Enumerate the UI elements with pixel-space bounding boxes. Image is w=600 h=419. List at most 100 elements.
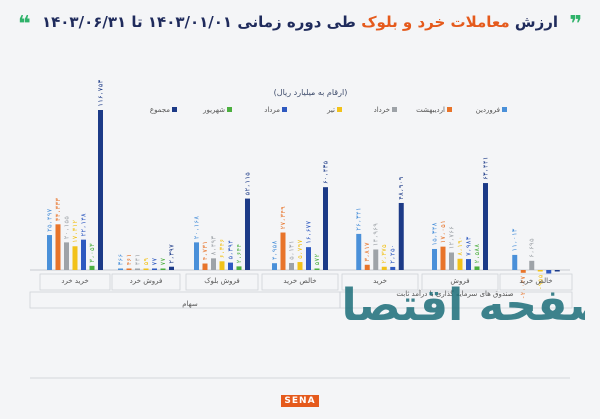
logo-subtitle bbox=[277, 408, 323, 413]
bar bbox=[194, 242, 199, 270]
legend-swatch bbox=[227, 107, 232, 112]
bar-value-label: ۱۷،۳۱۲ bbox=[71, 220, 79, 244]
bar-value-label: ۲۲،۱۴۸ bbox=[80, 213, 88, 237]
bar-value-label: ۴۴۱ bbox=[134, 254, 142, 266]
bar bbox=[364, 264, 370, 270]
bar-value-label: ۴،۷۳۱ bbox=[201, 241, 209, 261]
bar bbox=[219, 261, 225, 270]
bar-value-label: ۲۶،۳۴۱ bbox=[355, 207, 363, 230]
bar bbox=[202, 263, 208, 270]
bar-value-label: ۱۷،۰۵۱ bbox=[439, 220, 447, 243]
title-part-3: طی دوره زمانی ۱۴۰۳/۰۱/۰۱ تا ۱۴۰۳/۰۶/۳۱ bbox=[41, 13, 356, 31]
bar bbox=[126, 268, 132, 270]
bar-value-label: ۲۵،۴۹۷ bbox=[46, 208, 54, 232]
bar-value-label: ۵،۷۹۷ bbox=[296, 239, 304, 259]
legend-label: خرداد bbox=[374, 106, 390, 114]
bar bbox=[449, 252, 454, 270]
bar bbox=[554, 270, 560, 272]
bar bbox=[81, 239, 86, 270]
chart-title: ❞ ارزش معاملات خرد و بلوک طی دوره زمانی … bbox=[0, 12, 600, 40]
bar bbox=[169, 266, 174, 270]
legend-swatch bbox=[172, 107, 177, 112]
bar bbox=[64, 242, 69, 270]
bar bbox=[356, 233, 362, 270]
bar-value-label: ۴،۹۵۸ bbox=[271, 241, 279, 261]
bar-value-label: ۵،۳۹۴ bbox=[227, 240, 235, 260]
logo-text: SENA bbox=[281, 395, 319, 407]
category-label: فروش bbox=[450, 277, 469, 285]
unit-label: (ارقام به میلیارد ریال) bbox=[273, 88, 348, 97]
legend-label: تیر bbox=[326, 106, 335, 114]
bar bbox=[143, 268, 149, 270]
bar-value-label: ۶،۶۹۵ bbox=[528, 238, 536, 258]
bar bbox=[457, 258, 463, 270]
bar-value-label: ۷۷ bbox=[151, 258, 159, 266]
bar-value-label: ۶،۳۴۶ bbox=[218, 239, 226, 259]
bar-value-label: ۱۱،۰۱۳ bbox=[511, 228, 519, 252]
bar bbox=[47, 235, 52, 270]
bar bbox=[390, 266, 396, 270]
bar-value-label: ۳،۸۱۷ bbox=[363, 242, 371, 262]
title-part-1: ارزش bbox=[514, 13, 559, 31]
svg-text:صفحه اقتصاد: صفحه اقتصاد bbox=[345, 280, 585, 331]
bar-value-label: ۲،۶۴۴ bbox=[235, 244, 243, 264]
legend-swatch bbox=[502, 107, 507, 112]
category-box bbox=[341, 273, 419, 291]
watermark-logo: صفحه اقتصاد bbox=[345, 280, 585, 331]
bar bbox=[529, 260, 535, 270]
bar bbox=[236, 266, 242, 270]
bar-value-label: ۲،۵۸۸ bbox=[473, 244, 481, 264]
bar bbox=[245, 198, 250, 270]
bar bbox=[398, 202, 404, 270]
bar-value-label: -۲،۰۴۷ bbox=[519, 276, 527, 300]
bar-value-label: -۹۵۵ bbox=[536, 274, 544, 290]
category-box bbox=[261, 273, 339, 291]
bar-value-label: ۶۰،۴۳۵ bbox=[322, 161, 330, 185]
bar-value-label: ۱۴،۹۶۹ bbox=[372, 223, 380, 247]
bar-value-label: ۱۱۶،۷۵۳ bbox=[97, 80, 105, 107]
category-label: خرید bbox=[373, 277, 387, 285]
bar-value-label: ۲۰،۱۶۸ bbox=[193, 216, 201, 240]
category-box bbox=[185, 273, 259, 291]
bar bbox=[89, 265, 95, 270]
bar bbox=[228, 262, 233, 270]
category-label: فروش خرد bbox=[130, 277, 163, 285]
group-label: سهام bbox=[182, 300, 198, 308]
bar-value-label: ۷۷ bbox=[159, 258, 167, 266]
bar-value-label: ۵۲،۱۱۵ bbox=[244, 172, 252, 196]
bar-value-label: ۲۰،۱۵۵ bbox=[63, 216, 71, 240]
bar bbox=[272, 263, 277, 270]
bar bbox=[474, 266, 480, 270]
bar bbox=[381, 266, 387, 270]
bar bbox=[72, 246, 78, 270]
bar bbox=[289, 262, 294, 270]
category-box bbox=[499, 273, 573, 291]
title-part-2: معاملات خرد و بلوک bbox=[361, 13, 510, 31]
legend-label: فروردین bbox=[476, 106, 500, 114]
bar-value-label: ۱۵،۳۴۸ bbox=[431, 222, 439, 246]
bar bbox=[118, 268, 123, 270]
bar-value-label: ۸،۴۹۳ bbox=[210, 236, 218, 256]
quote-mark-icon: ❝ bbox=[17, 12, 31, 37]
bar-value-label: ۳۳،۳۳۳ bbox=[54, 198, 62, 222]
bar-value-label: ۵۹ bbox=[142, 258, 150, 266]
bar bbox=[323, 187, 328, 270]
legend-swatch bbox=[392, 107, 397, 112]
bar bbox=[152, 268, 157, 270]
bar-value-label: ۱۲،۷۶۶ bbox=[448, 226, 456, 250]
legend-label: اردیبهشت bbox=[416, 106, 445, 114]
bar-value-label: ۲۷،۳۴۹ bbox=[279, 206, 287, 230]
bar-value-label: ۸،۱۹۰ bbox=[456, 236, 464, 256]
bar bbox=[211, 258, 216, 270]
legend-label: مرداد bbox=[264, 106, 280, 114]
bar bbox=[98, 110, 103, 270]
category-label: خالص خرید bbox=[519, 277, 552, 285]
category-box bbox=[421, 273, 499, 291]
legend-label: شهریور bbox=[202, 106, 225, 114]
bar bbox=[537, 270, 543, 272]
bar-value-label: ۲،۳۷۵ bbox=[380, 244, 388, 264]
bar bbox=[306, 247, 311, 270]
bar bbox=[512, 254, 518, 270]
bar bbox=[440, 246, 446, 270]
